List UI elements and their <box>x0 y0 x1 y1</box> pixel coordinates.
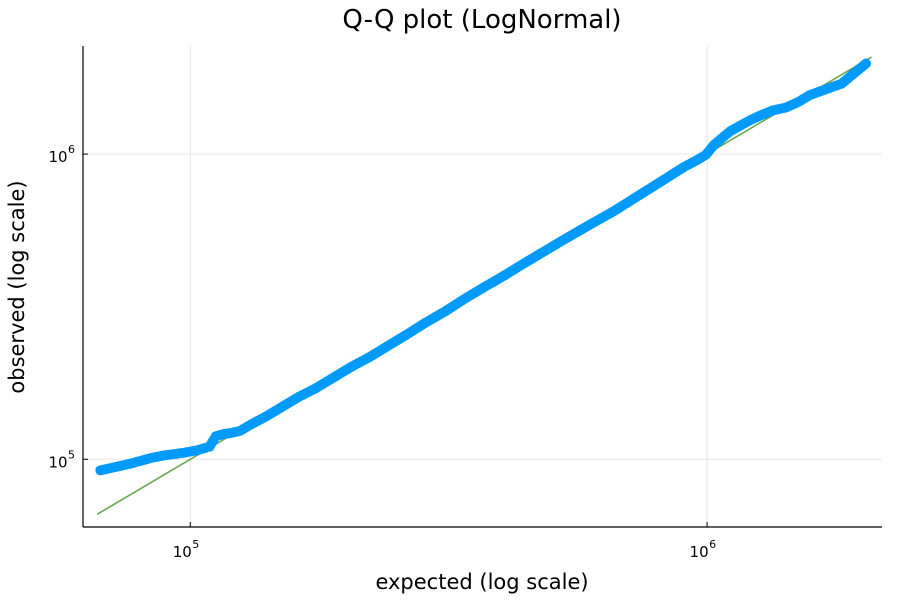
y-axis-label: observed (log scale) <box>5 180 29 393</box>
data-point <box>859 59 870 70</box>
y-tick-label: 10 <box>48 453 67 471</box>
axes <box>82 46 882 528</box>
data-points <box>95 58 871 476</box>
x-axis-label: expected (log scale) <box>375 570 588 594</box>
x-tick-exponent: 5 <box>192 538 199 551</box>
y-tick-exponent: 5 <box>68 448 75 461</box>
chart-title: Q-Q plot (LogNormal) <box>342 5 621 35</box>
data-point <box>207 436 218 447</box>
tick-labels: 10 5 10 610 510 6 <box>48 143 716 561</box>
x-tick-label: 10 <box>690 543 709 561</box>
data-point <box>198 443 209 454</box>
y-tick-label: 10 <box>48 148 67 166</box>
y-tick-exponent: 6 <box>68 143 75 156</box>
x-tick-exponent: 6 <box>709 538 716 551</box>
x-tick-label: 10 <box>173 543 192 561</box>
